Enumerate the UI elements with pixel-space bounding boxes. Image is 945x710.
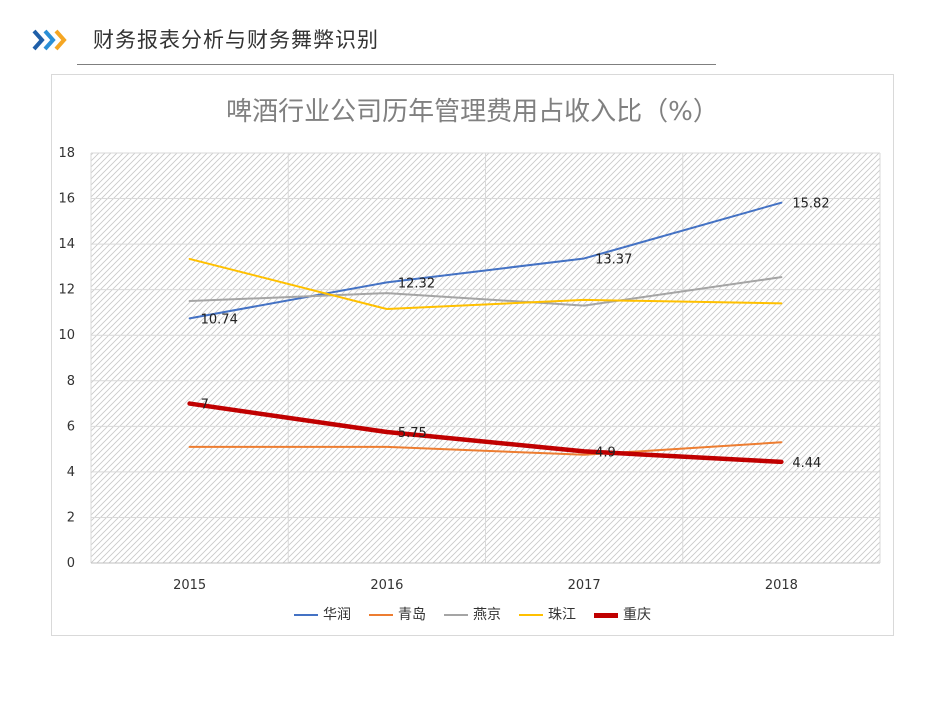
- legend-label: 珠江: [548, 607, 576, 623]
- data-label: 4.9: [595, 445, 616, 460]
- legend-swatch: [369, 614, 393, 616]
- data-label: 12.32: [398, 276, 435, 291]
- series-line-重庆: [187, 401, 784, 465]
- legend-label: 青岛: [398, 607, 426, 623]
- data-label: 5.75: [398, 426, 427, 441]
- x-tick-label: 2018: [765, 578, 798, 593]
- y-tick-label: 12: [58, 283, 75, 298]
- x-tick-label: 2015: [173, 578, 206, 593]
- y-tick-label: 18: [58, 146, 75, 161]
- x-tick-label: 2017: [568, 578, 601, 593]
- title-divider: [77, 64, 716, 65]
- data-label: 4.44: [792, 456, 821, 471]
- data-label: 10.74: [201, 312, 238, 327]
- data-label: 13.37: [595, 252, 632, 267]
- y-tick-label: 2: [67, 510, 75, 525]
- legend-item: 珠江: [519, 604, 576, 624]
- legend-swatch: [594, 612, 618, 618]
- slide-header: 财务报表分析与财务舞弊识别: [0, 0, 945, 70]
- legend-item: 燕京: [444, 604, 501, 624]
- data-label: 15.82: [792, 197, 829, 212]
- series-line-青岛: [188, 441, 783, 456]
- y-tick-label: 8: [67, 374, 75, 389]
- y-axis: 0 2 4 6 8 10 12 14 16 18: [58, 146, 75, 571]
- legend-label: 华润: [323, 607, 351, 623]
- legend-label: 燕京: [473, 607, 501, 623]
- y-tick-label: 16: [58, 192, 75, 207]
- series-line-珠江: [188, 257, 783, 311]
- series-line-燕京: [188, 276, 783, 307]
- y-tick-label: 10: [58, 328, 75, 343]
- series-lines: [187, 201, 784, 465]
- chevrons-icon: [32, 29, 67, 51]
- series-line-华润: [188, 201, 783, 320]
- legend-item: 华润: [294, 604, 351, 624]
- x-tick-label: 2016: [370, 578, 403, 593]
- x-axis: 2015 2016 2017 2018: [91, 562, 880, 593]
- data-labels: 10.74 12.32 13.37 15.82 7 5.75 4.9 4.44: [201, 197, 830, 471]
- y-tick-label: 6: [67, 419, 75, 434]
- chart-title: 啤酒行业公司历年管理费用占收入比（%）: [226, 97, 719, 127]
- y-tick-label: 14: [58, 237, 75, 252]
- legend-swatch: [294, 614, 318, 616]
- y-tick-label: 4: [67, 465, 75, 480]
- legend-swatch: [519, 614, 543, 616]
- y-tick-label: 0: [67, 556, 75, 571]
- legend-item: 重庆: [594, 604, 651, 624]
- data-label: 7: [201, 398, 209, 413]
- page-title: 财务报表分析与财务舞弊识别: [93, 28, 379, 52]
- legend-swatch: [444, 614, 468, 616]
- legend-item: 青岛: [369, 604, 426, 624]
- legend: 华润 青岛 燕京 珠江 重庆: [0, 604, 945, 624]
- legend-label: 重庆: [623, 607, 651, 623]
